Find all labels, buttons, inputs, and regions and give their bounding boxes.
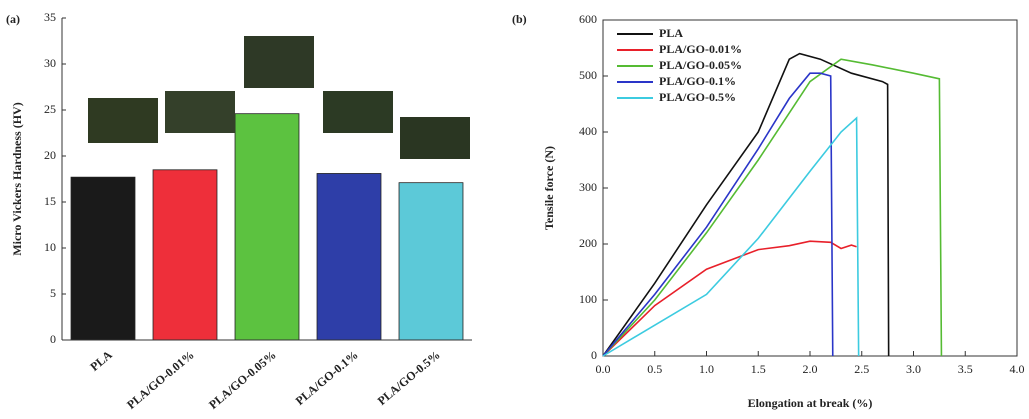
y-tick-label: 200 xyxy=(579,236,597,250)
y-tick-label: 0 xyxy=(50,332,56,346)
x-tick-label: PLA/GO-0.5% xyxy=(375,348,443,408)
legend-label: PLA xyxy=(659,26,683,40)
bar xyxy=(70,176,136,341)
x-tick-label: PLA/GO-0.01% xyxy=(124,348,197,412)
legend-label: PLA/GO-0.1% xyxy=(659,74,736,88)
series-line xyxy=(602,58,943,357)
x-tick-label: 2.5 xyxy=(854,362,869,376)
series-line xyxy=(602,240,857,357)
bar xyxy=(234,113,300,341)
micrograph xyxy=(323,91,393,133)
y-tick-label: 35 xyxy=(44,10,56,24)
y-axis-label: Tensile force (N) xyxy=(542,146,556,230)
series-line xyxy=(602,72,834,357)
bar xyxy=(316,173,382,341)
x-axis-label: Elongation at break (%) xyxy=(748,396,873,410)
y-tick-label: 500 xyxy=(579,68,597,82)
y-tick-label: 5 xyxy=(50,286,56,300)
x-tick-label: 2.0 xyxy=(803,362,818,376)
y-tick-label: 25 xyxy=(44,102,56,116)
x-tick-label: 1.0 xyxy=(699,362,714,376)
y-tick-label: 20 xyxy=(44,148,56,162)
bar xyxy=(152,169,218,341)
y-tick-label: 15 xyxy=(44,194,56,208)
y-tick-label: 10 xyxy=(44,240,56,254)
y-tick-label: 300 xyxy=(579,180,597,194)
series-line xyxy=(602,116,860,357)
legend-label: PLA/GO-0.5% xyxy=(659,90,736,104)
x-tick-label: PLA/GO-0.1% xyxy=(293,348,361,408)
legend-label: PLA/GO-0.01% xyxy=(659,42,742,56)
y-tick-label: 400 xyxy=(579,124,597,138)
micrograph xyxy=(400,117,470,159)
panel-label: (a) xyxy=(6,12,20,26)
panel-label: (b) xyxy=(512,12,527,26)
y-tick-label: 30 xyxy=(44,56,56,70)
series-line xyxy=(602,52,890,357)
micrograph xyxy=(165,91,235,133)
y-axis-label: Micro Vickers Hardness (HV) xyxy=(10,102,24,255)
x-tick-label: 4.0 xyxy=(1010,362,1025,376)
y-tick-label: 0 xyxy=(591,348,597,362)
micrograph xyxy=(244,36,314,88)
x-tick-label: PLA/GO-0.05% xyxy=(206,348,279,412)
x-tick-label: 0.0 xyxy=(596,362,611,376)
x-tick-label: 3.0 xyxy=(906,362,921,376)
x-tick-label: 3.5 xyxy=(958,362,973,376)
x-tick-label: 0.5 xyxy=(647,362,662,376)
micrograph xyxy=(88,98,158,143)
x-tick-label: PLA xyxy=(87,347,115,373)
bar xyxy=(398,182,464,341)
x-tick-label: 1.5 xyxy=(751,362,766,376)
legend-label: PLA/GO-0.05% xyxy=(659,58,742,72)
micro-images xyxy=(88,36,470,159)
y-tick-label: 100 xyxy=(579,292,597,306)
y-tick-label: 600 xyxy=(579,12,597,26)
